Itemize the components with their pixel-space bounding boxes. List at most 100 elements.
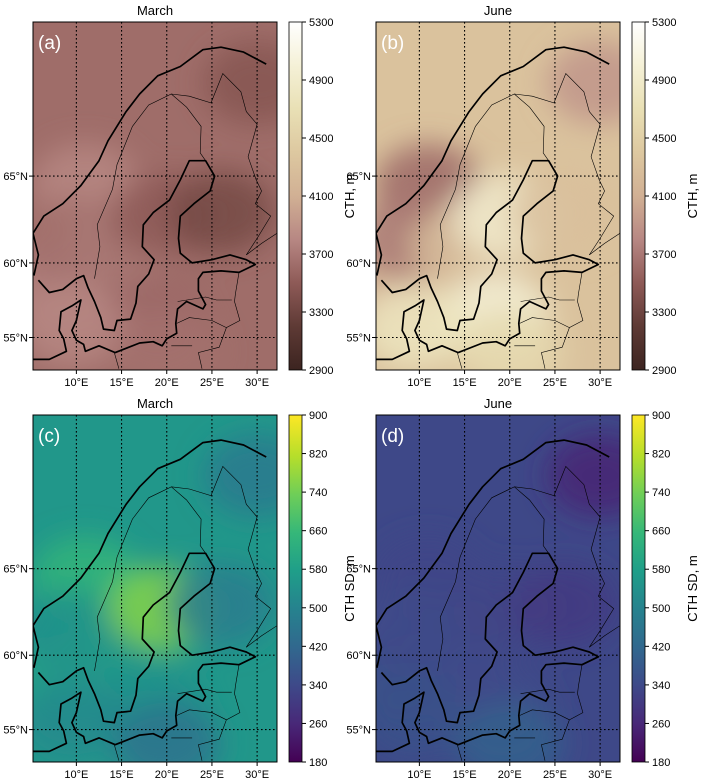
y-tick-label: 60°N [346,650,371,662]
country-border [246,233,277,256]
region-northeast-russia [203,40,277,125]
colorbar-tick-label: 4900 [309,75,333,87]
country-border [171,465,272,648]
colorbar-tick-label: 900 [652,410,670,422]
value-field [33,415,277,762]
y-tick-label: 55°N [3,725,28,737]
region-northeast-russia [546,433,620,518]
map-panel-2: 10°E 15°E 20°E 25°E 30°E 55°N 60°N 65°N June (b) 2… [346,3,700,389]
y-tick-label: 65°N [3,171,28,183]
x-tick-label: 15°E [110,377,134,389]
coastline [33,552,257,753]
country-border [114,744,120,761]
region-finland [510,563,618,647]
y-tick-label: 60°N [346,258,371,270]
colorbar-tick-label: 340 [309,680,327,692]
panel-title: March [137,396,173,411]
y-tick-label: 65°N [346,564,371,576]
colorbar-tick-label: 260 [652,718,670,730]
colorbar-tick-label: 4500 [652,133,676,145]
value-field [33,22,277,370]
map-frame [32,414,278,763]
x-tick-label: 15°E [453,377,477,389]
x-tick-label: 30°E [588,377,612,389]
colorbar-tick-label: 580 [309,564,327,576]
country-border [519,317,570,328]
country-border [94,486,206,671]
colorbar-tick-label: 4100 [309,191,333,203]
colorbar [288,21,303,371]
colorbar-tick-label: 820 [652,449,670,461]
x-tick-label: 20°E [155,377,179,389]
colorbar-tick-label: 660 [652,526,670,538]
country-border [514,72,615,256]
country-border [198,664,241,761]
value-field [376,22,620,370]
panel-title: March [137,3,173,18]
y-tick-label: 60°N [3,650,28,662]
colorbar-tick-label: 4500 [309,133,333,145]
x-tick-label: 10°E [64,769,88,781]
colorbar-label: CTH, m [685,174,700,219]
x-tick-label: 20°E [155,769,179,781]
region-finland [167,170,275,255]
colorbar-tick-label: 4100 [652,191,676,203]
x-tick-label: 20°E [498,377,522,389]
colorbar-tick-label: 180 [309,757,327,769]
panel-title: June [484,396,512,411]
colorbar [631,21,646,371]
coastline [376,439,610,668]
country-border [176,317,227,328]
colorbar-tick-label: 740 [309,487,327,499]
region-finland [510,170,618,255]
y-tick-label: 60°N [3,258,28,270]
country-border [589,233,620,256]
colorbar-tick-label: 500 [309,603,327,615]
panel-label: (b) [381,33,404,54]
country-border [520,296,575,302]
region-denmark [33,284,126,368]
y-tick-label: 55°N [346,332,371,344]
country-border [589,625,620,648]
x-tick-label: 25°E [543,377,567,389]
country-border [114,352,120,369]
coastline [376,552,600,753]
x-tick-label: 20°E [498,769,522,781]
country-border [177,688,232,694]
country-border [437,486,549,671]
x-tick-label: 25°E [200,769,224,781]
x-tick-label: 15°E [110,769,134,781]
colorbar-tick-label: 420 [309,641,327,653]
region-denmark [33,676,126,760]
x-tick-label: 10°E [407,769,431,781]
coastline [376,46,610,276]
colorbar-tick-label: 3700 [309,249,333,261]
map-panel-3: 10°E 15°E 20°E 25°E 30°E 55°N 60°N 65°N March (c)… [3,396,357,781]
colorbar-label: CTH SD, m [685,555,700,621]
colorbar [288,414,303,763]
country-border [171,72,272,256]
region-denmark [376,284,469,368]
colorbar-tick-label: 740 [652,487,670,499]
region-northeast-russia [203,433,277,518]
x-tick-label: 10°E [407,377,431,389]
colorbar-tick-label: 3300 [309,307,333,319]
panel-title: June [484,3,512,18]
country-border [457,352,463,369]
country-border [198,272,241,369]
colorbar-tick-label: 420 [652,641,670,653]
colorbar-tick-label: 180 [652,757,670,769]
colorbar-tick-label: 2900 [652,365,676,377]
coastline [33,439,267,668]
x-tick-label: 30°E [245,377,269,389]
colorbar-tick-label: 500 [652,603,670,615]
colorbar-tick-label: 3300 [652,307,676,319]
colorbar-label: CTH SD, m [342,555,357,621]
country-border [246,625,277,648]
colorbar-tick-label: 580 [652,564,670,576]
country-border [94,93,206,279]
map-frame [32,21,278,371]
country-border [457,744,463,761]
country-border [177,296,232,302]
